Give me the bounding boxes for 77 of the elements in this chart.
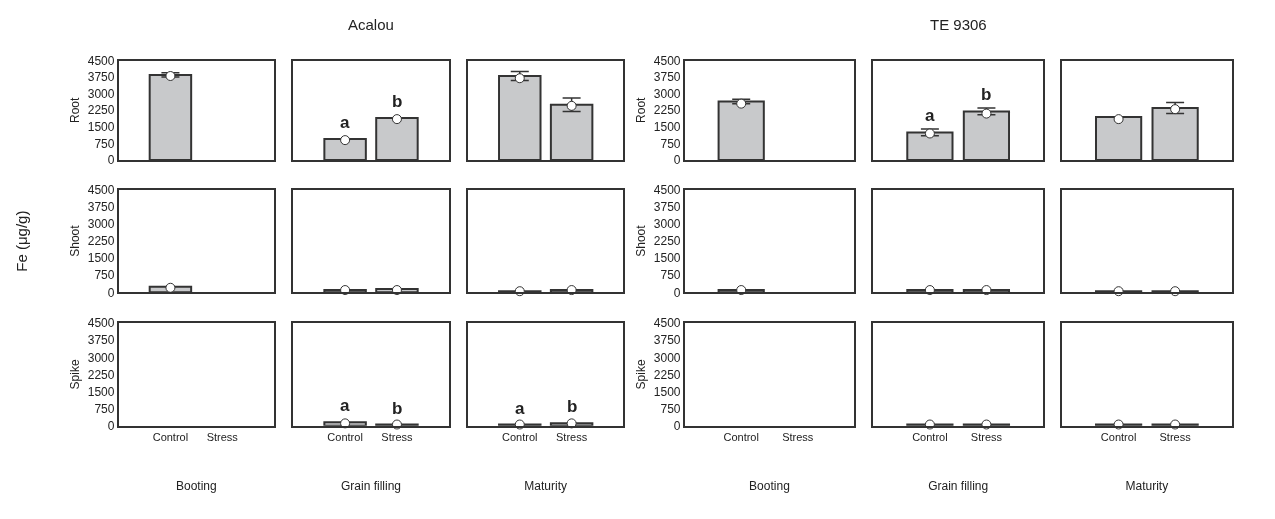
x-axis-title: Grain filling [341,478,402,493]
annotation: a [515,399,525,418]
chart-title: Acalou [348,16,394,33]
y-tick-label: 4500 [653,53,681,68]
y-tick-label: 2250 [653,103,681,118]
x-tick-label: Stress [381,430,414,443]
chart-title: TE 9306 [930,16,987,33]
y-tick-label: 2250 [87,234,115,249]
y-tick-label: 3750 [653,200,681,215]
y-tick-label: 4500 [653,316,681,331]
annotation: b [392,92,403,111]
y-tick-label: 1500 [653,384,681,399]
y-tick-label: 750 [94,268,115,283]
x-tick-label: Stress [782,430,814,443]
y-tick-label: 0 [107,285,115,300]
y-tick-label: 0 [673,418,681,433]
annotation: b [981,85,992,104]
annotation: b [567,397,578,416]
x-axis-title: Booting [176,478,217,493]
y-axis-title: Root [633,96,648,123]
x-axis-title: Maturity [1125,478,1169,493]
text: Fe (μg/g) [12,210,30,272]
y-tick-label: 3750 [653,333,681,348]
y-tick-label: 0 [673,285,681,300]
y-tick-label: 1500 [653,251,681,266]
y-axis-title: Spike [633,359,648,390]
x-axis-title: Booting [749,478,790,493]
y-tick-label: 750 [660,401,681,416]
x-tick-label: Control [502,430,538,443]
y-tick-label: 2250 [87,103,115,118]
x-axis-title: Maturity [524,478,568,493]
x-axis-title: Grain filling [928,478,989,493]
x-tick-label: Control [152,430,189,443]
y-tick-label: 3000 [87,350,115,365]
y-tick-label: 3750 [653,70,681,85]
y-tick-label: 0 [107,153,115,168]
y-tick-label: 3750 [87,333,115,348]
y-tick-label: 3000 [87,86,115,101]
y-tick-label: 2250 [87,367,115,382]
y-axis-title: Shoot [633,224,648,257]
x-tick-label: Stress [206,430,239,443]
annotation: b [392,399,403,418]
x-tick-label: Stress [556,430,588,443]
y-tick-label: 750 [660,268,681,283]
x-tick-label: Stress [1159,430,1192,443]
y-tick-label: 0 [107,418,115,433]
y-tick-label: 3750 [87,200,115,215]
y-axis-title: Root [67,96,82,123]
y-tick-label: 750 [660,136,681,151]
y-tick-label: 1500 [87,251,115,266]
y-tick-label: 2250 [653,367,681,382]
x-tick-label: Control [327,430,363,443]
y-tick-label: 1500 [653,120,681,135]
y-tick-label: 2250 [653,234,681,249]
annotation: a [340,113,350,132]
y-tick-label: 1500 [87,120,115,135]
y-tick-label: 3000 [653,217,681,232]
x-tick-label: Control [1100,430,1137,443]
annotation: a [340,396,350,415]
x-tick-label: Control [912,430,948,443]
x-tick-label: Control [723,430,759,443]
y-tick-label: 4500 [653,183,681,198]
y-tick-label: 3000 [87,217,115,232]
y-tick-label: 3000 [653,86,681,101]
x-tick-label: Stress [970,430,1003,443]
y-tick-label: 3750 [87,70,115,85]
y-tick-label: 3000 [653,350,681,365]
y-tick-label: 0 [673,153,681,168]
y-tick-label: 4500 [87,183,115,198]
y-tick-label: 1500 [87,384,115,399]
y-axis-title: Shoot [67,224,82,257]
y-tick-label: 750 [94,136,115,151]
annotation: a [925,106,935,125]
y-tick-label: 4500 [87,316,115,331]
y-tick-label: 750 [94,401,115,416]
y-axis-title: Spike [67,359,82,390]
y-tick-label: 4500 [87,53,115,68]
